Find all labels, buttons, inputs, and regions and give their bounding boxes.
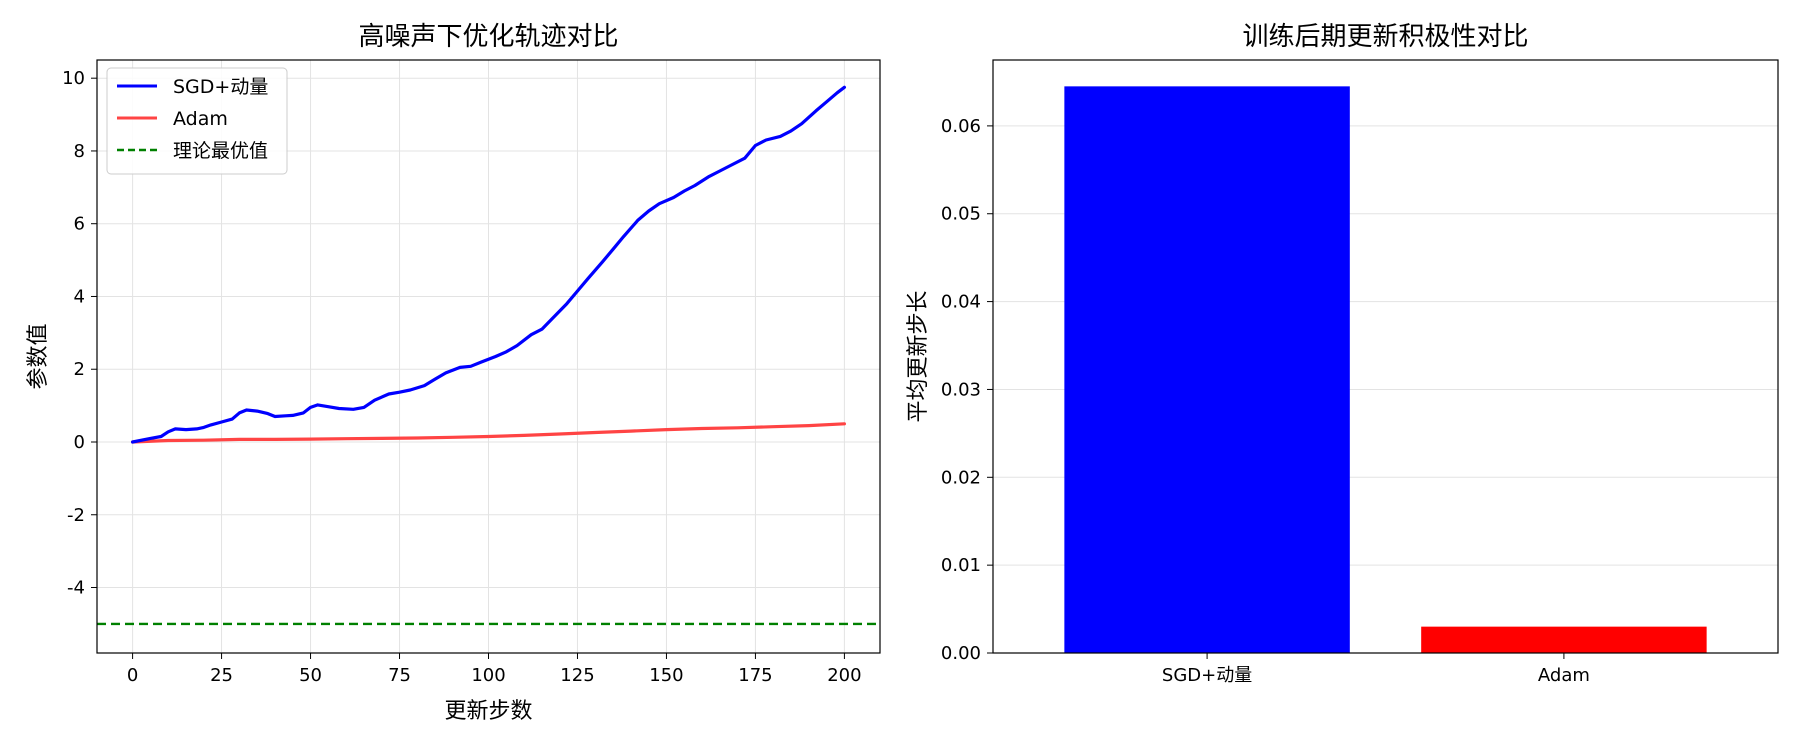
x-tick-label: 50	[299, 665, 322, 686]
y-tick-label: 0.02	[941, 467, 981, 488]
bar-sgd-momentum	[1064, 86, 1350, 654]
legend-label: SGD+动量	[173, 76, 268, 98]
y-tick-label: 0.00	[941, 643, 981, 664]
y-tick-label: 0.06	[941, 116, 981, 137]
plot-lines	[97, 85, 880, 626]
x-tick-label: Adam	[1538, 665, 1590, 686]
y-ticks: -4 -2 0 2 4 6 8 10	[62, 68, 97, 599]
chart-title: 高噪声下优化轨迹对比	[358, 22, 618, 52]
y-axis-label: 平均更新步长	[906, 290, 931, 422]
x-ticks: 0 25 50 75 100 125 150 175 200	[127, 653, 862, 686]
y-axis-label: 参数值	[26, 323, 51, 389]
chart-title: 训练后期更新积极性对比	[1242, 22, 1528, 52]
x-tick-label: SGD+动量	[1162, 665, 1252, 686]
y-tick-label: -4	[67, 578, 85, 599]
y-tick-label: 6	[74, 214, 85, 235]
y-ticks: 0.00 0.01 0.02 0.03 0.04 0.05 0.06	[941, 116, 993, 664]
plot-frame	[992, 59, 1779, 654]
legend: SGD+动量 Adam 理论最优值	[106, 67, 288, 175]
x-axis-label: 更新步数	[444, 699, 532, 724]
grid	[97, 60, 880, 653]
bars	[1064, 86, 1707, 654]
bar-chart: 训练后期更新积极性对比 SGD+动量 Adam 0.000.010.020.030…	[906, 22, 1779, 686]
x-tick-label: 200	[827, 665, 861, 686]
y-tick-label: 4	[74, 286, 85, 307]
x-tick-label: 100	[471, 665, 505, 686]
y-tick-label: 0.05	[941, 204, 981, 225]
y-tick-label: 0.03	[941, 379, 981, 400]
legend-label: 理论最优值	[173, 140, 268, 162]
x-tick-label: 0	[127, 665, 138, 686]
x-tick-label: 75	[388, 665, 411, 686]
y-tick-label: 8	[74, 141, 85, 162]
sgd-momentum-line	[131, 85, 847, 444]
x-tick-label: 150	[649, 665, 683, 686]
x-tick-label: 25	[210, 665, 233, 686]
adam-line	[131, 422, 847, 444]
x-tick-label: 125	[560, 665, 594, 686]
y-tick-label: 2	[74, 359, 85, 380]
y-tick-label: 0.04	[941, 292, 981, 313]
y-tick-label: 0	[74, 432, 85, 453]
trajectory-chart: 高噪声下优化轨迹对比 0 25 50 75 100 125 150 175 200 -4 -2 0 2…	[26, 22, 881, 724]
x-ticks: SGD+动量 Adam	[1162, 653, 1590, 686]
legend-box	[106, 67, 288, 175]
y-tick-label: -2	[67, 505, 85, 526]
bar-adam	[1421, 626, 1707, 653]
y-tick-label: 10	[62, 68, 85, 89]
y-tick-label: 0.01	[941, 555, 981, 576]
x-tick-label: 175	[738, 665, 772, 686]
legend-label: Adam	[173, 108, 228, 130]
